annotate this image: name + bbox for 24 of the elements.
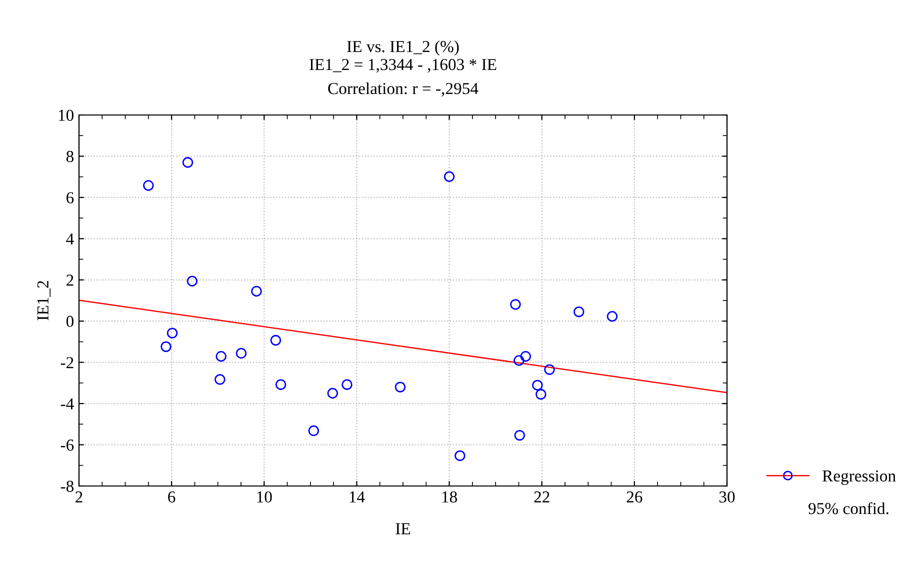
y-axis-title: IE1_2 xyxy=(37,281,51,320)
x-tick-label: 26 xyxy=(626,491,642,503)
y-tick-label: -4 xyxy=(60,398,74,410)
x-tick-label: 14 xyxy=(350,491,365,502)
y-tick-label: -2 xyxy=(60,357,74,368)
x-tick-label: 18 xyxy=(442,491,457,503)
y-tick-label: -8 xyxy=(60,480,74,492)
y-tick-label: -6 xyxy=(60,440,74,451)
x-tick-label: 22 xyxy=(534,491,550,502)
chart-subtitle: IE1_2 = 1,3344 - ,1603 * IE Correlation: r = -,2954 xyxy=(310,58,496,97)
x-tick-label: 2 xyxy=(76,491,82,502)
x-tick-label: 30 xyxy=(719,491,735,503)
y-tick-label: 10 xyxy=(58,110,74,121)
y-tick-label: 2 xyxy=(66,274,74,286)
chart-title: IE vs. IE1_2 (%) xyxy=(347,40,459,56)
x-tick-label: 6 xyxy=(168,491,176,503)
y-tick-label: 0 xyxy=(66,316,74,328)
y-tick-label: 6 xyxy=(66,192,74,204)
y-tick-label: 8 xyxy=(66,150,74,162)
x-tick-label: 10 xyxy=(257,491,272,503)
text: 95% confid. xyxy=(808,502,888,514)
y-tick-label: 4 xyxy=(66,233,74,244)
legend-label: Regression xyxy=(822,470,896,485)
x-axis-title: IE xyxy=(396,523,410,534)
